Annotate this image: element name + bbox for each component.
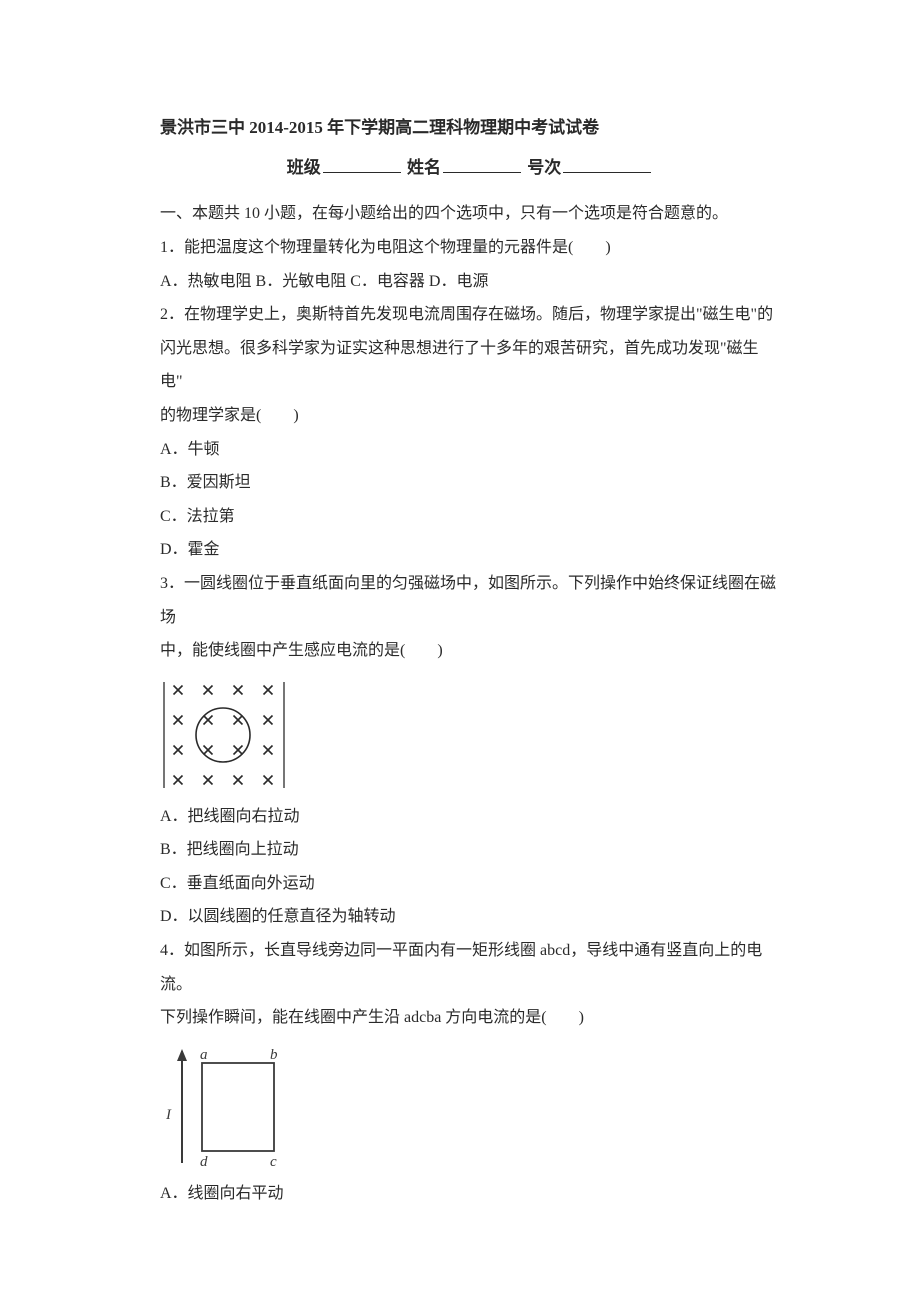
q3-option-a: A．把线圈向右拉动 (160, 800, 780, 834)
svg-text:c: c (270, 1154, 277, 1170)
name-blank (443, 156, 521, 173)
q1-stem: 1．能把温度这个物理量转化为电阻这个物理量的元器件是( ) (160, 231, 780, 265)
q1-options: A．热敏电阻 B．光敏电阻 C．电容器 D．电源 (160, 265, 780, 299)
number-blank (563, 156, 651, 173)
q4-option-a: A．线圈向右平动 (160, 1177, 780, 1211)
q2-option-c: C．法拉第 (160, 500, 780, 534)
q3-option-c: C．垂直纸面向外运动 (160, 867, 780, 901)
name-label: 姓名 (407, 158, 441, 177)
q3-stem-line1: 3．一圆线圈位于垂直纸面向里的匀强磁场中，如图所示。下列操作中始终保证线圈在磁场 (160, 567, 780, 634)
svg-text:d: d (200, 1154, 208, 1170)
q3-stem-line2: 中，能使线圈中产生感应电流的是( ) (160, 634, 780, 668)
q4-figure: Ia b c d (160, 1043, 780, 1171)
svg-text:b: b (270, 1047, 278, 1063)
q4-stem-line2: 下列操作瞬间，能在线圈中产生沿 adcba 方向电流的是( ) (160, 1001, 780, 1035)
number-label: 号次 (527, 158, 561, 177)
class-blank (323, 156, 401, 173)
svg-text:a: a (200, 1047, 208, 1063)
class-label: 班级 (287, 158, 321, 177)
q3-figure (160, 676, 780, 794)
q4-stem-line1: 4．如图所示，长直导线旁边同一平面内有一矩形线圈 abcd，导线中通有竖直向上的… (160, 934, 780, 1001)
q4-wire-loop-diagram: Ia b c d (160, 1043, 290, 1171)
q3-option-b: B．把线圈向上拉动 (160, 833, 780, 867)
q2-option-b: B．爱因斯坦 (160, 466, 780, 500)
svg-text:I: I (165, 1107, 172, 1123)
section-intro: 一、本题共 10 小题，在每小题给出的四个选项中，只有一个选项是符合题意的。 (160, 197, 780, 231)
q2-stem-line2: 闪光思想。很多科学家为证实这种思想进行了十多年的艰苦研究，首先成功发现"磁生电" (160, 332, 780, 399)
q2-option-a: A．牛顿 (160, 433, 780, 467)
q2-option-d: D．霍金 (160, 533, 780, 567)
q2-stem-line3: 的物理学家是( ) (160, 399, 780, 433)
student-info-line: 班级 姓名 号次 (160, 150, 780, 186)
q3-option-d: D．以圆线圈的任意直径为轴转动 (160, 900, 780, 934)
q3-magnetic-field-diagram (160, 676, 288, 794)
exam-title: 景洪市三中 2014-2015 年下学期高二理科物理期中考试试卷 (160, 110, 780, 146)
q2-stem-line1: 2．在物理学史上，奥斯特首先发现电流周围存在磁场。随后，物理学家提出"磁生电"的 (160, 298, 780, 332)
